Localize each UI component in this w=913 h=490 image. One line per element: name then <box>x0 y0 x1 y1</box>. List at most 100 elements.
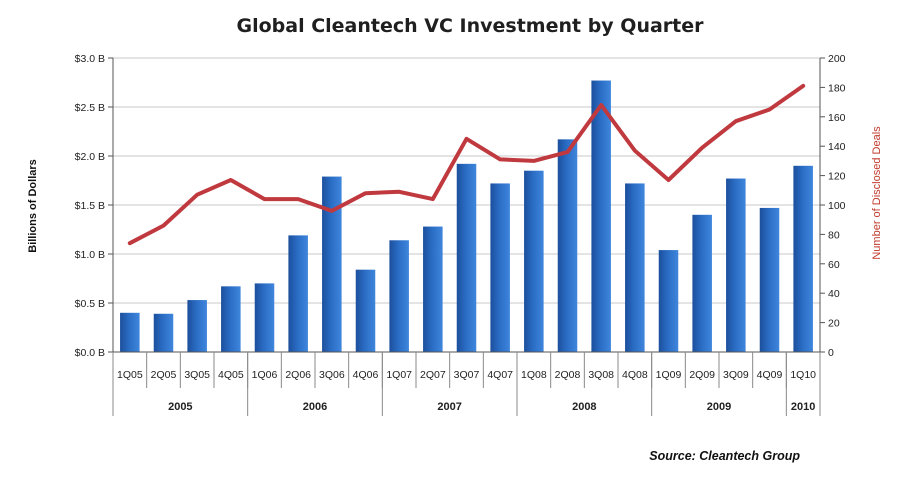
deals-point <box>499 158 501 160</box>
deals-point <box>163 225 164 227</box>
bar <box>355 269 376 352</box>
bar <box>557 139 578 352</box>
y-axis-label: Billions of Dollars <box>27 159 39 253</box>
bar <box>288 235 308 352</box>
deals-point <box>668 179 669 181</box>
line-series <box>127 83 806 246</box>
year-labels: 2005 2006 2007 2008 2009 2010 <box>168 401 815 413</box>
category-label: 1Q09 <box>656 369 682 381</box>
bar <box>322 176 342 352</box>
deals-point <box>297 198 299 200</box>
category-labels: 1Q05 2Q05 3Q05 4Q05 1Q06 2Q06 3Q06 4Q06 1Q07 2Q07… <box>117 369 816 381</box>
category-label: 2Q06 <box>285 369 311 381</box>
category-label: 2Q07 <box>420 369 446 381</box>
year-label: 2007 <box>437 401 461 413</box>
bar <box>759 207 780 352</box>
deals-point <box>533 160 535 162</box>
category-label: 3Q06 <box>319 369 345 381</box>
bar <box>153 313 174 352</box>
category-label: 4Q08 <box>622 369 648 381</box>
category-label: 2Q05 <box>151 369 177 381</box>
y2-tick-label: 100 <box>828 200 846 212</box>
deals-point <box>701 147 703 149</box>
y2-axis-ticks: 0 20 40 60 80 100 120 140 160 180 200 <box>828 53 846 359</box>
y2-tick-label: 160 <box>828 112 846 124</box>
y-tick-label: $1.5 B <box>75 200 105 212</box>
category-label: 1Q10 <box>790 369 816 381</box>
deals-point <box>331 210 333 212</box>
category-label: 1Q06 <box>252 369 278 381</box>
category-label: 2Q08 <box>555 369 581 381</box>
deals-point <box>432 198 434 200</box>
category-label: 4Q09 <box>757 369 783 381</box>
y2-axis-label: Number of Disclosed Deals <box>871 126 883 260</box>
category-label: 3Q08 <box>588 369 614 381</box>
y2-tick-label: 0 <box>828 347 834 359</box>
bar <box>658 250 679 352</box>
deals-point <box>264 198 265 200</box>
bar <box>456 163 477 352</box>
y-tick-label: $0.0 B <box>75 347 105 359</box>
y2-tick-label: 120 <box>828 171 846 183</box>
category-label: 3Q05 <box>184 369 210 381</box>
category-label: 1Q07 <box>386 369 412 381</box>
year-label: 2010 <box>791 401 815 413</box>
y-tick-label: $2.5 B <box>75 102 105 114</box>
deals-point <box>802 85 804 87</box>
y-tick-label: $1.0 B <box>75 249 105 261</box>
y-tick-label: $3.0 B <box>75 53 105 65</box>
category-label: 1Q05 <box>117 369 143 381</box>
deals-point <box>129 242 131 244</box>
bar <box>524 170 544 352</box>
bar <box>423 226 443 352</box>
y-tick-label: $2.0 B <box>75 151 105 163</box>
category-label: 4Q07 <box>487 369 513 381</box>
deals-point <box>466 138 467 140</box>
bar <box>591 80 611 352</box>
bar <box>692 214 712 352</box>
deals-point <box>196 194 198 196</box>
category-label: 3Q09 <box>723 369 749 381</box>
category-label: 3Q07 <box>454 369 480 381</box>
year-label: 2005 <box>168 401 192 413</box>
y-axis-ticks: $0.0 B $0.5 B $1.0 B $1.5 B $2.0 B $2.5 B $3.0… <box>75 53 105 359</box>
y2-tick-label: 80 <box>828 229 840 241</box>
deals-point <box>735 120 737 122</box>
deals-point <box>567 151 568 153</box>
category-label: 4Q06 <box>353 369 379 381</box>
bar <box>793 165 813 352</box>
category-label: 4Q05 <box>218 369 244 381</box>
bar <box>490 183 510 352</box>
y-tick-label: $0.5 B <box>75 298 105 310</box>
deals-point <box>634 150 636 152</box>
y2-tick-label: 40 <box>828 288 840 300</box>
y2-tick-label: 60 <box>828 259 840 271</box>
y2-tick-label: 140 <box>828 141 846 153</box>
year-label: 2008 <box>572 401 596 413</box>
y2-tick-label: 200 <box>828 53 846 65</box>
bar <box>389 240 409 352</box>
chart-title: Global Cleantech VC Investment by Quarte… <box>236 15 704 37</box>
year-label: 2009 <box>707 401 731 413</box>
deals-point <box>600 104 602 106</box>
bar <box>120 312 140 352</box>
category-label: 2Q09 <box>689 369 715 381</box>
source-note: Source: Cleantech Group <box>649 449 800 463</box>
bar <box>726 178 746 352</box>
bar <box>254 283 275 352</box>
deals-point <box>398 191 400 193</box>
deals-point <box>230 179 232 181</box>
y2-tick-label: 20 <box>828 318 840 330</box>
deals-point <box>769 108 770 110</box>
bar <box>221 286 241 352</box>
axes <box>108 57 825 416</box>
category-label: 1Q08 <box>521 369 547 381</box>
bar-series <box>120 80 813 352</box>
bar <box>625 183 645 352</box>
year-label: 2006 <box>303 401 327 413</box>
y2-tick-label: 180 <box>828 82 846 94</box>
bar <box>187 300 207 352</box>
deals-point <box>365 192 366 194</box>
